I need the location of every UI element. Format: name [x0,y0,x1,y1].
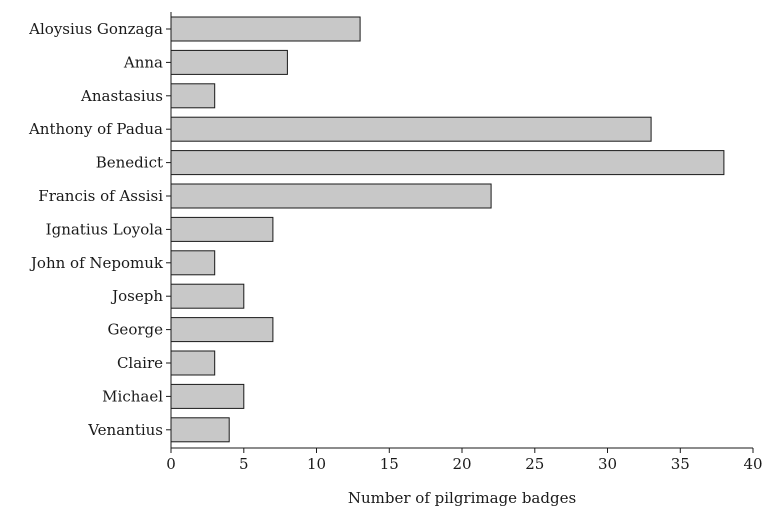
category-label: Joseph [110,287,163,305]
bar [170,49,288,75]
x-tick-label: 15 [380,455,399,473]
category-label: John of Nepomuk [29,254,164,272]
bar [170,250,216,276]
bar [170,317,274,343]
x-tick-label: 40 [743,455,762,473]
bar [170,150,725,176]
x-axis: 0 5 10 15 20 25 30 35 40 [166,447,763,473]
category-labels: Aloysius Gonzaga Anna Anastasius Anthony of… [28,20,164,439]
category-label: Anna [123,53,163,71]
x-tick-label: 0 [166,455,176,473]
bar [170,16,361,42]
bar [170,83,216,109]
bar [170,283,245,309]
x-tick-label: 20 [452,455,471,473]
category-label: Anthony of Padua [28,120,163,138]
x-tick-label: 5 [239,455,249,473]
bar [170,116,652,142]
category-label: Venantius [87,421,163,439]
category-label: Anastasius [80,87,163,105]
bar [170,350,216,376]
bar [170,216,274,242]
category-label: Aloysius Gonzaga [28,20,163,38]
x-tick-label: 25 [525,455,544,473]
bar [170,183,492,209]
x-tick-label: 30 [598,455,617,473]
bar [170,417,230,443]
category-label: George [107,321,163,339]
category-label: Michael [102,387,163,405]
category-label: Francis of Assisi [38,187,163,205]
x-tick-label: 10 [307,455,326,473]
x-tick-label: 35 [671,455,690,473]
bar [170,383,245,409]
x-axis-title: Number of pilgrimage badges [348,489,576,507]
category-label: Benedict [96,154,163,172]
category-label: Ignatius Loyola [46,220,163,238]
bars-group [170,16,725,443]
y-axis [166,12,172,448]
category-label: Claire [117,354,163,372]
